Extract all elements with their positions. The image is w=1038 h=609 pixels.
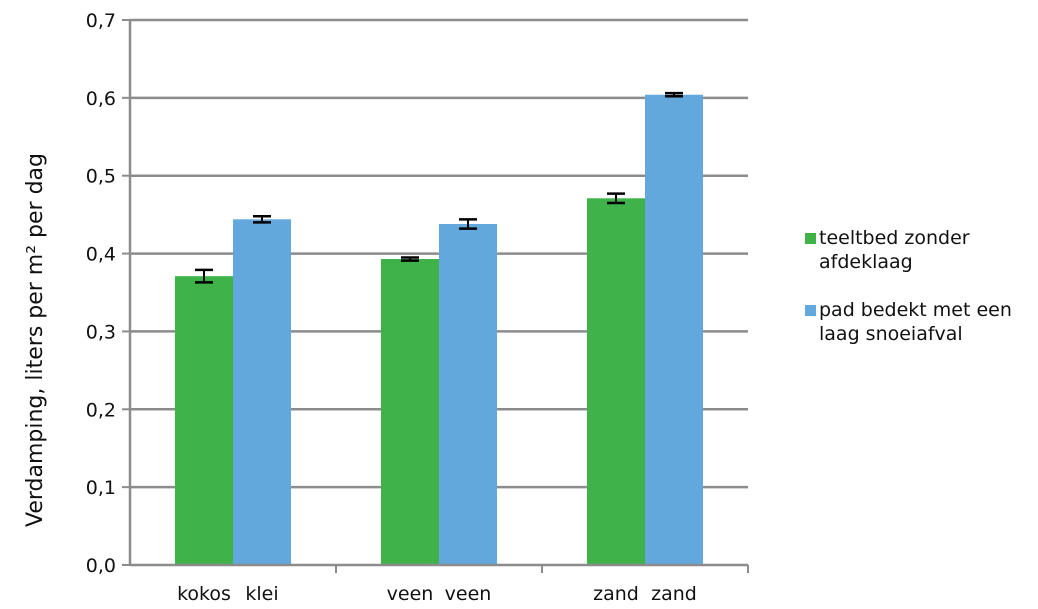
axis-labels: 0,0 0,1 0,2 0,3 0,4 0,5 0,6 0,7 kokos klei veen vee…: [86, 10, 697, 605]
x-category-label: klei: [245, 583, 278, 605]
axes: [122, 19, 749, 573]
legend-swatch: [805, 305, 816, 316]
x-category-label: veen: [387, 583, 434, 605]
x-category-label: zand: [651, 583, 697, 605]
x-category-label: zand: [593, 583, 639, 605]
y-tick-label: 0,1: [86, 477, 116, 499]
y-tick-label: 0,2: [86, 399, 116, 421]
y-tick-label: 0,5: [86, 166, 116, 188]
legend-label: pad bedekt met een: [819, 299, 1012, 321]
bar: [175, 276, 233, 565]
y-tick-label: 0,6: [86, 88, 116, 110]
error-bars: [195, 91, 683, 284]
legend-label: laag snoeiafval: [819, 323, 963, 345]
bar: [587, 198, 645, 566]
bar: [439, 223, 497, 565]
y-tick-label: 0,7: [86, 10, 116, 32]
y-tick-label: 0,4: [86, 244, 116, 266]
x-category-label: veen: [445, 583, 492, 605]
legend-swatch: [805, 233, 816, 244]
y-tick-label: 0,3: [86, 321, 116, 343]
bar: [233, 219, 291, 566]
bar: [645, 94, 703, 565]
y-tick-label: 0,0: [86, 555, 116, 577]
bar: [381, 259, 439, 565]
legend-label: teeltbed zonder: [819, 227, 970, 249]
bars: [175, 94, 703, 566]
y-axis-title: Verdamping, liters per m² per dag: [23, 153, 48, 527]
x-category-label: kokos: [177, 583, 231, 605]
legend-label: afdeklaag: [819, 251, 913, 273]
